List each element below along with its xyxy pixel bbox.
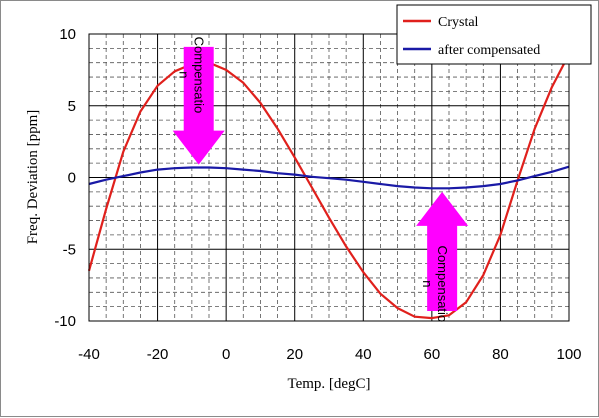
legend-entry-label: after compensated [438,43,540,58]
x-tick-label: 40 [355,346,372,363]
series-crystal-line [87,53,570,320]
y-tick-label: 10 [59,26,76,43]
compensation-arrow-label-line: Compensatio [435,246,450,323]
y-tick-label: 0 [68,170,76,187]
compensation-arrow-label-line: n [420,280,435,287]
y-axis-label: Freq. Deviation [ppm] [25,110,41,245]
x-tick-label: 80 [492,346,509,363]
x-axis-ticks: -40 -20 0 20 40 60 80 100 [78,346,581,363]
y-tick-label: -5 [63,241,76,258]
x-tick-label: 60 [424,346,441,363]
compensation-arrow-up [416,191,469,311]
y-tick-label: -10 [54,313,76,330]
y-axis-ticks: -10 -5 0 5 10 [54,26,76,330]
compensation-arrow-label-line: n [177,71,192,78]
x-tick-label: -40 [78,346,100,363]
compensation-arrow-label-line: Compensatio [192,37,207,114]
x-tick-label: 20 [286,346,303,363]
x-tick-label: 0 [222,346,230,363]
series-after-compensated-line [88,165,570,190]
x-tick-label: -20 [147,346,169,363]
series-group [87,53,570,320]
legend-box [396,4,592,65]
y-tick-label: 5 [68,98,76,115]
compensation-arrow-label: Compensation [420,246,450,323]
compensation-arrow-down [172,46,225,165]
compensation-arrow-label: Compensation [177,37,207,114]
legend: Crystal after compensated [396,4,592,65]
plot-border [88,33,570,322]
grid [89,34,569,321]
x-tick-label: 100 [556,346,581,363]
x-axis-label: Temp. [degC] [287,376,370,392]
legend-entry-label: Crystal [438,15,479,30]
